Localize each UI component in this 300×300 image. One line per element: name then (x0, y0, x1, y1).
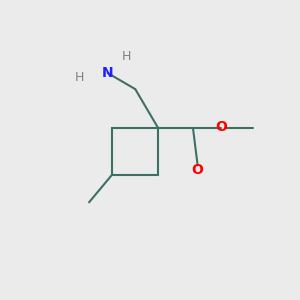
Text: N: N (102, 66, 113, 80)
Text: H: H (75, 71, 85, 84)
Text: H: H (121, 50, 131, 63)
Text: O: O (215, 120, 227, 134)
Text: O: O (192, 163, 204, 176)
